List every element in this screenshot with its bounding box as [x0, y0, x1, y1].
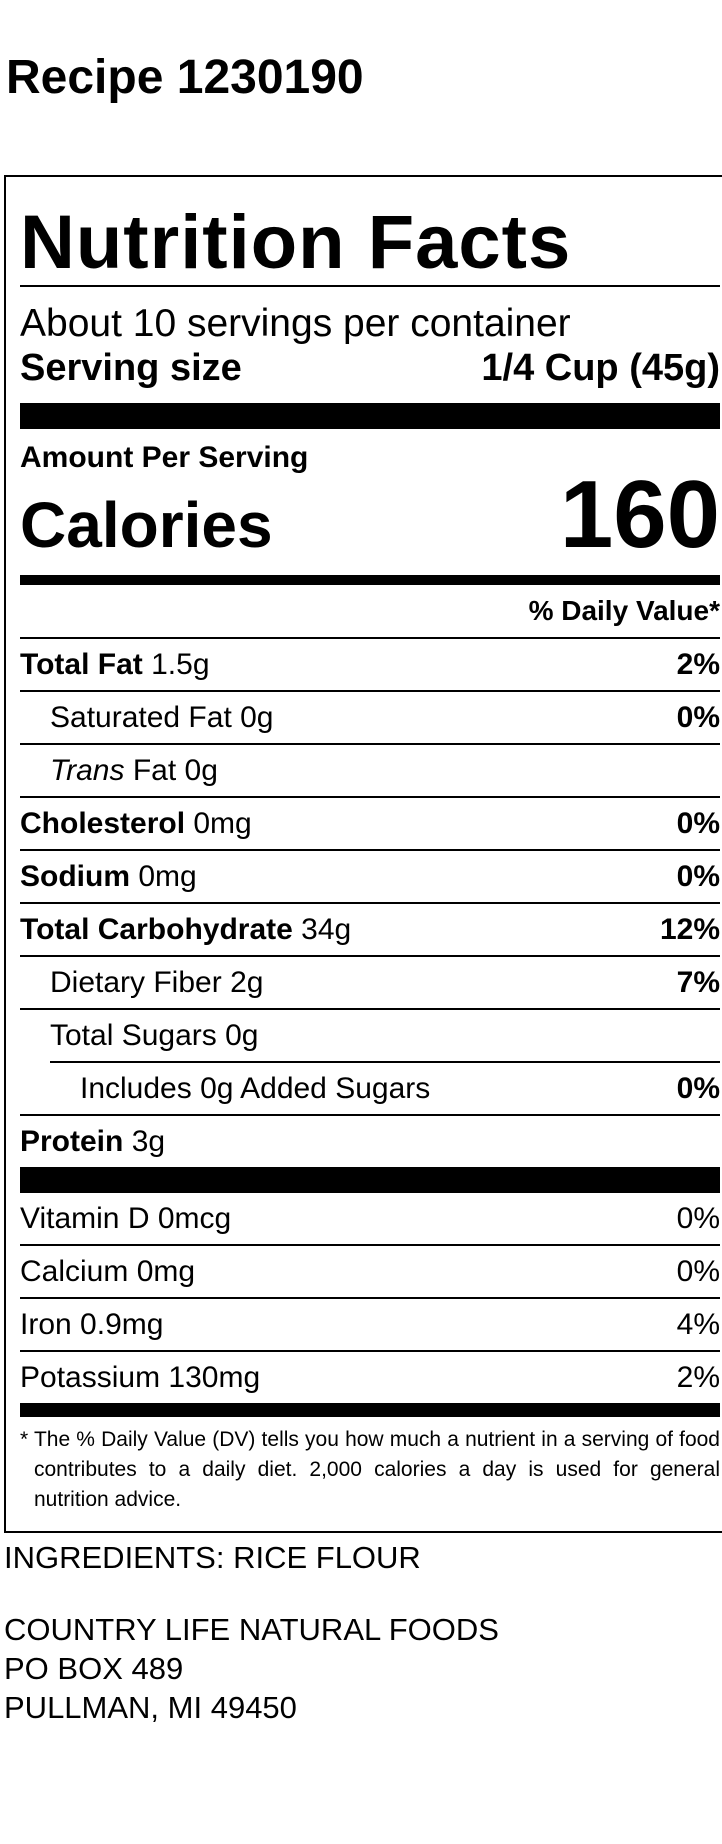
nutrient-row: Trans Fat 0g	[20, 743, 720, 796]
nutrient-row: Cholesterol 0mg 0%	[20, 796, 720, 849]
nutrient-dv: 7%	[676, 965, 720, 999]
label-heading: Nutrition Facts	[20, 200, 572, 285]
recipe-title: Recipe 1230190	[6, 51, 364, 104]
nutrient-text: Total Carbohydrate 34g	[20, 913, 351, 947]
address-line: PO BOX 489	[4, 1651, 184, 1686]
servings: About 10 servings per container	[20, 302, 571, 345]
nutrient-text: Includes 0g Added Sugars	[80, 1072, 430, 1106]
nutrient-amount: 1.5g	[151, 647, 210, 681]
nutrient-dv: 12%	[659, 912, 720, 946]
nutrient-name: Dietary Fiber	[50, 965, 222, 999]
address-line: PULLMAN, MI 49450	[4, 1690, 297, 1725]
nutrient-list: Total Fat 1.5g 2% Saturated Fat 0g 0% Trans …	[20, 637, 720, 1167]
daily-value-header: % Daily Value*	[528, 595, 720, 626]
calories-label: Calories	[20, 489, 273, 561]
nutrient-name: Includes 0g Added Sugars	[80, 1071, 431, 1105]
vitamin-text: Potassium 130mg	[20, 1361, 260, 1395]
nutrient-amount: 2g	[230, 965, 264, 999]
nutrient-amount: 0g	[240, 700, 274, 734]
nutrient-dv: 2%	[676, 647, 720, 681]
serving-size-row: Serving size 1/4 Cup (45g)	[20, 347, 720, 389]
nutrient-dv: 0%	[676, 859, 720, 893]
nutrient-name: Total Carbohydrate	[20, 912, 293, 946]
nutrient-name: Cholesterol	[20, 806, 186, 840]
nutrient-amount: 0g	[184, 753, 218, 787]
nutrient-dv: 0%	[676, 1071, 720, 1105]
nutrient-row: Total Sugars 0g	[20, 1008, 720, 1061]
nutrient-amount: 0mg	[138, 859, 197, 893]
vitamin-text: Calcium 0mg	[20, 1255, 195, 1289]
nutrient-amount: 0g	[225, 1018, 259, 1052]
vitamin-amount: 130mg	[168, 1360, 261, 1394]
serving-size-label: Serving size	[20, 347, 242, 389]
nutrient-amount: 3g	[131, 1124, 166, 1158]
vitamin-dv: 4%	[676, 1307, 720, 1341]
address: COUNTRY LIFE NATURAL FOODS PO BOX 489 PULL…	[4, 1610, 499, 1727]
nutrient-text: Protein 3g	[20, 1125, 165, 1159]
thick-bar	[20, 403, 720, 429]
calories-value: 160	[559, 461, 720, 568]
serving-size: 1/4 Cup (45g)	[481, 347, 720, 389]
nutrition-label: Nutrition Facts About 10 servings per co…	[4, 175, 722, 1533]
bottom-bar	[20, 1403, 720, 1417]
vitamin-name: Vitamin D	[20, 1201, 150, 1235]
vitamin-name: Iron	[20, 1307, 72, 1341]
vitamin-amount: 0mg	[136, 1254, 196, 1288]
nutrient-name: Sodium	[20, 859, 130, 893]
nutrient-dv: 0%	[676, 700, 720, 734]
vitamin-text: Iron 0.9mg	[20, 1308, 163, 1342]
nutrient-row: Saturated Fat 0g 0%	[20, 690, 720, 743]
nutrient-amount: 0mg	[193, 806, 252, 840]
nutrient-row: Protein 3g	[20, 1114, 720, 1167]
nutrient-row: Total Carbohydrate 34g 12%	[20, 902, 720, 955]
vitamin-name: Potassium	[20, 1360, 161, 1394]
rule	[20, 285, 720, 287]
nutrient-row: Total Fat 1.5g 2%	[20, 637, 720, 690]
thick-bar	[20, 1167, 720, 1193]
calories-row: Calories 160	[20, 461, 720, 568]
vitamin-row: Vitamin D 0mcg 0%	[20, 1193, 720, 1244]
vitamin-text: Vitamin D 0mcg	[20, 1202, 231, 1236]
vitamin-name: Calcium	[20, 1254, 129, 1288]
ingredients: INGREDIENTS: RICE FLOUR	[4, 1540, 421, 1575]
vitamin-row: Calcium 0mg 0%	[20, 1244, 720, 1297]
vitamin-amount: 0mcg	[157, 1201, 232, 1235]
vitamin-list: Vitamin D 0mcg 0% Calcium 0mg 0% Iron 0.9mg 4…	[20, 1193, 720, 1403]
nutrient-text: Total Fat 1.5g	[20, 648, 210, 682]
nutrient-row: Sodium 0mg 0%	[20, 849, 720, 902]
nutrient-text: Saturated Fat 0g	[50, 701, 274, 735]
nutrient-prefix: Trans	[50, 753, 125, 787]
nutrient-text: Trans Fat 0g	[50, 754, 218, 788]
vitamin-dv: 2%	[676, 1360, 720, 1394]
vitamin-dv: 0%	[676, 1254, 720, 1288]
nutrient-text: Dietary Fiber 2g	[50, 966, 263, 1000]
nutrient-name: Total Sugars	[50, 1018, 217, 1052]
nutrient-name: Fat	[132, 753, 177, 787]
nutrient-row: Includes 0g Added Sugars 0%	[50, 1061, 720, 1114]
nutrient-name: Saturated Fat	[50, 700, 232, 734]
nutrient-text: Total Sugars 0g	[50, 1019, 258, 1053]
vitamin-row: Potassium 130mg 2%	[20, 1350, 720, 1403]
nutrient-row: Dietary Fiber 2g 7%	[20, 955, 720, 1008]
address-line: COUNTRY LIFE NATURAL FOODS	[4, 1612, 499, 1647]
nutrient-dv: 0%	[676, 806, 720, 840]
amount-per-serving: Amount Per Serving	[20, 441, 309, 474]
nutrient-name: Protein	[20, 1124, 124, 1158]
medium-bar	[20, 575, 720, 585]
nutrient-name: Total Fat	[20, 647, 143, 681]
nutrient-amount: 34g	[301, 912, 352, 946]
footnote: * The % Daily Value (DV) tells you how m…	[20, 1428, 720, 1511]
vitamin-row: Iron 0.9mg 4%	[20, 1297, 720, 1350]
vitamin-amount: 0.9mg	[80, 1307, 164, 1341]
nutrient-text: Cholesterol 0mg	[20, 807, 252, 841]
nutrient-text: Sodium 0mg	[20, 860, 197, 894]
vitamin-dv: 0%	[676, 1201, 720, 1235]
